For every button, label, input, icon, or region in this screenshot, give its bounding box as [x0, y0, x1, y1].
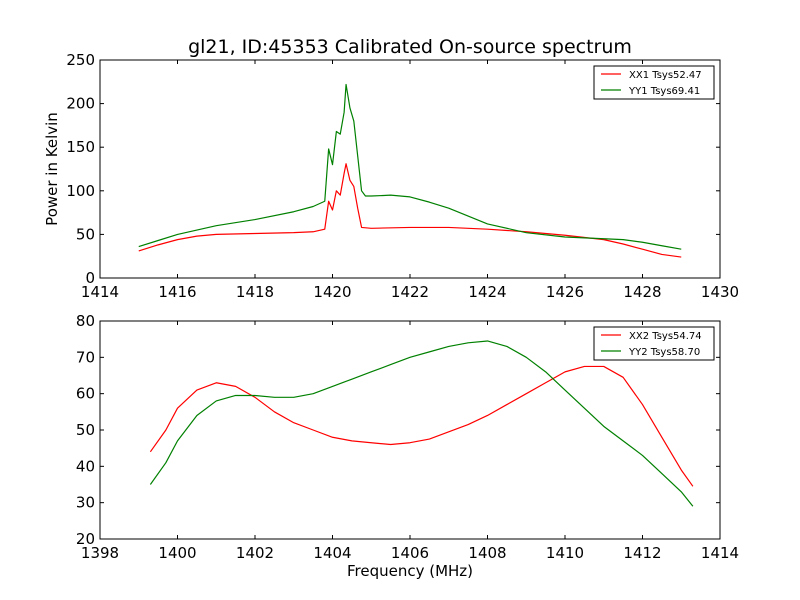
y-tick-label: 50: [76, 225, 95, 243]
legend-box: [593, 65, 715, 100]
y-tick-label: 0: [85, 269, 95, 287]
series-line-1-1: [138, 163, 682, 258]
x-tick-label: 1418: [236, 283, 274, 301]
x-tick-label: 1428: [623, 283, 661, 301]
bottom-panel: 1398 1400 1402 1404 1406 1408 1410 1412 1414 20 30…: [76, 312, 739, 580]
y-tick-label: 100: [66, 182, 95, 200]
legend-2: XX2 Tsys54.74 YY2 Tsys58.70: [593, 326, 715, 361]
x-tick-label: 1398: [81, 544, 119, 562]
y-tick-label: 60: [76, 385, 95, 403]
y-tick-label: 50: [76, 421, 95, 439]
y-tick-label: 200: [66, 95, 95, 113]
legend-box: [593, 326, 715, 361]
y-tick-label: 80: [76, 312, 95, 330]
legend-1: XX1 Tsys52.47 YY1 Tsys69.41: [593, 65, 715, 100]
top-panel: 1414 1416 1418 1420 1422 1424 1426 1428 1430 0 50 1…: [43, 51, 739, 301]
y-tick-label: 30: [76, 494, 95, 512]
x-tick-label: 1426: [546, 283, 584, 301]
x-tick-label: 1424: [468, 283, 506, 301]
y-tick-label: 70: [76, 348, 95, 366]
legend-entry: YY2 Tsys58.70: [628, 347, 700, 358]
x-tick-label: 1414: [701, 544, 739, 562]
y-axis-label: Power in Kelvin: [43, 112, 61, 226]
x-tick-label: 1400: [158, 544, 196, 562]
legend-entry: YY1 Tsys69.41: [628, 86, 700, 97]
x-axis-label: Frequency (MHz): [347, 562, 473, 580]
chart-title: gl21, ID:45353 Calibrated On-source spec…: [188, 36, 632, 58]
series-line-1-2: [138, 83, 682, 250]
x-tick-label: 1422: [391, 283, 429, 301]
x-tick-label: 1416: [158, 283, 196, 301]
series-line-2-2: [149, 340, 694, 507]
y-tick-label: 20: [76, 530, 95, 548]
x-tick-label: 1410: [546, 544, 584, 562]
x-tick-label: 1420: [313, 283, 351, 301]
x-tick-label: 1430: [701, 283, 739, 301]
x-tick-label: 1404: [313, 544, 351, 562]
series-line-2-1: [149, 365, 694, 487]
y-tick-label: 150: [66, 138, 95, 156]
legend-entry: XX1 Tsys52.47: [629, 70, 702, 81]
y-tick-label: 250: [66, 51, 95, 69]
x-tick-label: 1408: [468, 544, 506, 562]
legend-entry: XX2 Tsys54.74: [629, 331, 702, 342]
y-tick-label: 40: [76, 457, 95, 475]
x-tick-label: 1414: [81, 283, 119, 301]
x-tick-label: 1412: [623, 544, 661, 562]
x-tick-label: 1402: [236, 544, 274, 562]
x-tick-label: 1406: [391, 544, 429, 562]
